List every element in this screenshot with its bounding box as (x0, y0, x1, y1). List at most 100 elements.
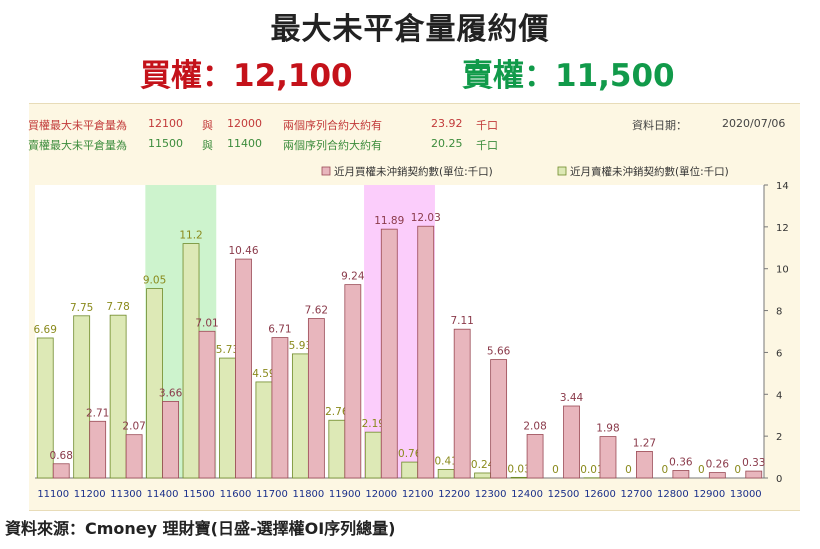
data-label-put-11500: 11.2 (179, 230, 202, 242)
data-label-put-12500: 0 (552, 464, 559, 476)
x-tick-label-11400: 11400 (147, 489, 179, 500)
bar-call-12400 (526, 434, 544, 479)
put-info-conj: 與 (202, 139, 213, 152)
data-label-put-11900: 2.76 (325, 406, 349, 418)
data-label-put-11200: 7.75 (70, 302, 93, 314)
x-tick-label-12600: 12600 (584, 489, 616, 500)
x-tick-label-12400: 12400 (511, 489, 543, 500)
data-label-call-12000: 11.89 (374, 215, 404, 227)
data-label-call-11900: 9.24 (341, 271, 365, 283)
bar-call-12000 (380, 228, 398, 479)
data-label-call-12500: 3.44 (560, 392, 584, 404)
data-label-call-12100: 12.03 (411, 212, 441, 224)
x-tick-label-12300: 12300 (475, 489, 507, 500)
call-info-conj: 與 (202, 119, 213, 132)
call-info-unit: 千口 (476, 119, 498, 132)
legend-label-0: 近月買權未沖銷契約數(單位:千口) (334, 165, 493, 178)
data-label-call-12900: 0.26 (706, 459, 730, 471)
data-label-put-11100: 6.69 (34, 324, 57, 336)
x-tick-label-12700: 12700 (621, 489, 653, 500)
data-label-put-11800: 5.93 (289, 340, 312, 352)
x-tick-label-12100: 12100 (402, 489, 434, 500)
x-tick-label-12500: 12500 (548, 489, 580, 500)
data-label-put-12100: 0.76 (398, 448, 422, 460)
bar-put-12400 (510, 476, 528, 479)
x-tick-label-11500: 11500 (183, 489, 215, 500)
data-label-call-12300: 5.66 (487, 346, 511, 358)
bar-call-13000 (745, 470, 763, 479)
put-info-unit: 千口 (476, 139, 498, 152)
call-info-desc: 兩個序列合約大約有 (283, 119, 382, 132)
data-label-call-12400: 2.08 (523, 420, 546, 432)
call-max-oi-strike: 買權：12,100 (140, 58, 353, 94)
data-label-call-12200: 7.11 (450, 315, 473, 327)
y-tick-label: 10 (776, 265, 789, 276)
data-label-call-12700: 1.27 (633, 437, 656, 449)
bar-call-11800 (307, 318, 325, 479)
bar-call-11400 (162, 401, 179, 479)
data-label-put-13000: 0 (734, 464, 741, 476)
legend-swatch-1 (557, 166, 567, 176)
bar-call-11300 (125, 434, 143, 479)
bar-put-11900 (328, 419, 346, 479)
bar-put-12300 (474, 472, 492, 479)
bar-call-12200 (453, 328, 471, 479)
bar-put-11100 (36, 337, 54, 479)
data-label-call-11400: 3.66 (159, 387, 183, 399)
x-tick-label-11200: 11200 (74, 489, 106, 500)
y-tick-label: 4 (776, 390, 782, 401)
bar-put-11800 (291, 353, 309, 479)
x-tick-label-12000: 12000 (365, 489, 397, 500)
data-label-put-11700: 4.59 (252, 368, 275, 380)
data-label-call-11200: 2.71 (86, 407, 109, 419)
data-label-put-12800: 0 (662, 464, 669, 476)
data-label-put-12000: 2.19 (362, 418, 385, 430)
chart-title: 最大未平倉量履約價 (270, 12, 550, 47)
put-info-amount: 20.25 (431, 137, 463, 150)
data-label-call-11500: 7.01 (195, 317, 218, 329)
bar-call-11100 (52, 463, 70, 479)
bar-put-12000 (364, 431, 382, 479)
put-info-label: 賣權最大未平倉量為 (28, 139, 127, 152)
x-tick-label-12900: 12900 (693, 489, 725, 500)
y-tick-label: 0 (776, 474, 782, 485)
bar-put-11600 (219, 357, 236, 479)
data-label-put-11600: 5.73 (216, 344, 239, 356)
put-max-oi-strike: 賣權：11,500 (462, 58, 675, 94)
bar-call-11900 (344, 284, 362, 479)
x-tick-label-12800: 12800 (657, 489, 689, 500)
x-tick-label-11900: 11900 (329, 489, 361, 500)
data-label-put-12600: 0.01 (580, 464, 603, 476)
date-value: 2020/07/06 (722, 117, 786, 130)
bar-call-12700 (636, 451, 653, 479)
data-label-put-12900: 0 (698, 464, 705, 476)
bar-call-12600 (599, 436, 617, 479)
legend-label-1: 近月賣權未沖銷契約數(單位:千口) (570, 165, 729, 178)
y-tick-label: 6 (776, 348, 782, 359)
x-tick-label-12200: 12200 (438, 489, 470, 500)
bar-put-12100 (401, 461, 419, 479)
data-label-put-12400: 0.03 (507, 463, 530, 475)
x-tick-label-11700: 11700 (256, 489, 288, 500)
call-info-strike2: 12000 (227, 117, 262, 130)
data-label-call-11300: 2.07 (122, 421, 145, 433)
data-label-call-11700: 6.71 (268, 324, 291, 336)
bar-call-12300 (490, 359, 508, 479)
bar-call-12800 (672, 470, 690, 479)
y-tick-label: 8 (776, 307, 782, 318)
put-info-strike1: 11500 (148, 137, 183, 150)
data-label-put-12200: 0.41 (434, 455, 457, 467)
bar-call-11200 (89, 420, 107, 479)
put-info-strike2: 11400 (227, 137, 262, 150)
data-label-put-11300: 7.78 (106, 301, 129, 313)
bar-put-12200 (437, 469, 455, 479)
x-tick-label-11800: 11800 (292, 489, 324, 500)
bar-put-11200 (73, 315, 91, 479)
y-tick-label: 12 (776, 223, 789, 234)
data-label-put-11400: 9.05 (143, 275, 166, 287)
bar-call-12500 (563, 405, 580, 479)
y-tick-label: 14 (776, 181, 789, 192)
data-label-call-11100: 0.68 (50, 450, 73, 462)
call-info-strike1: 12100 (148, 117, 183, 130)
